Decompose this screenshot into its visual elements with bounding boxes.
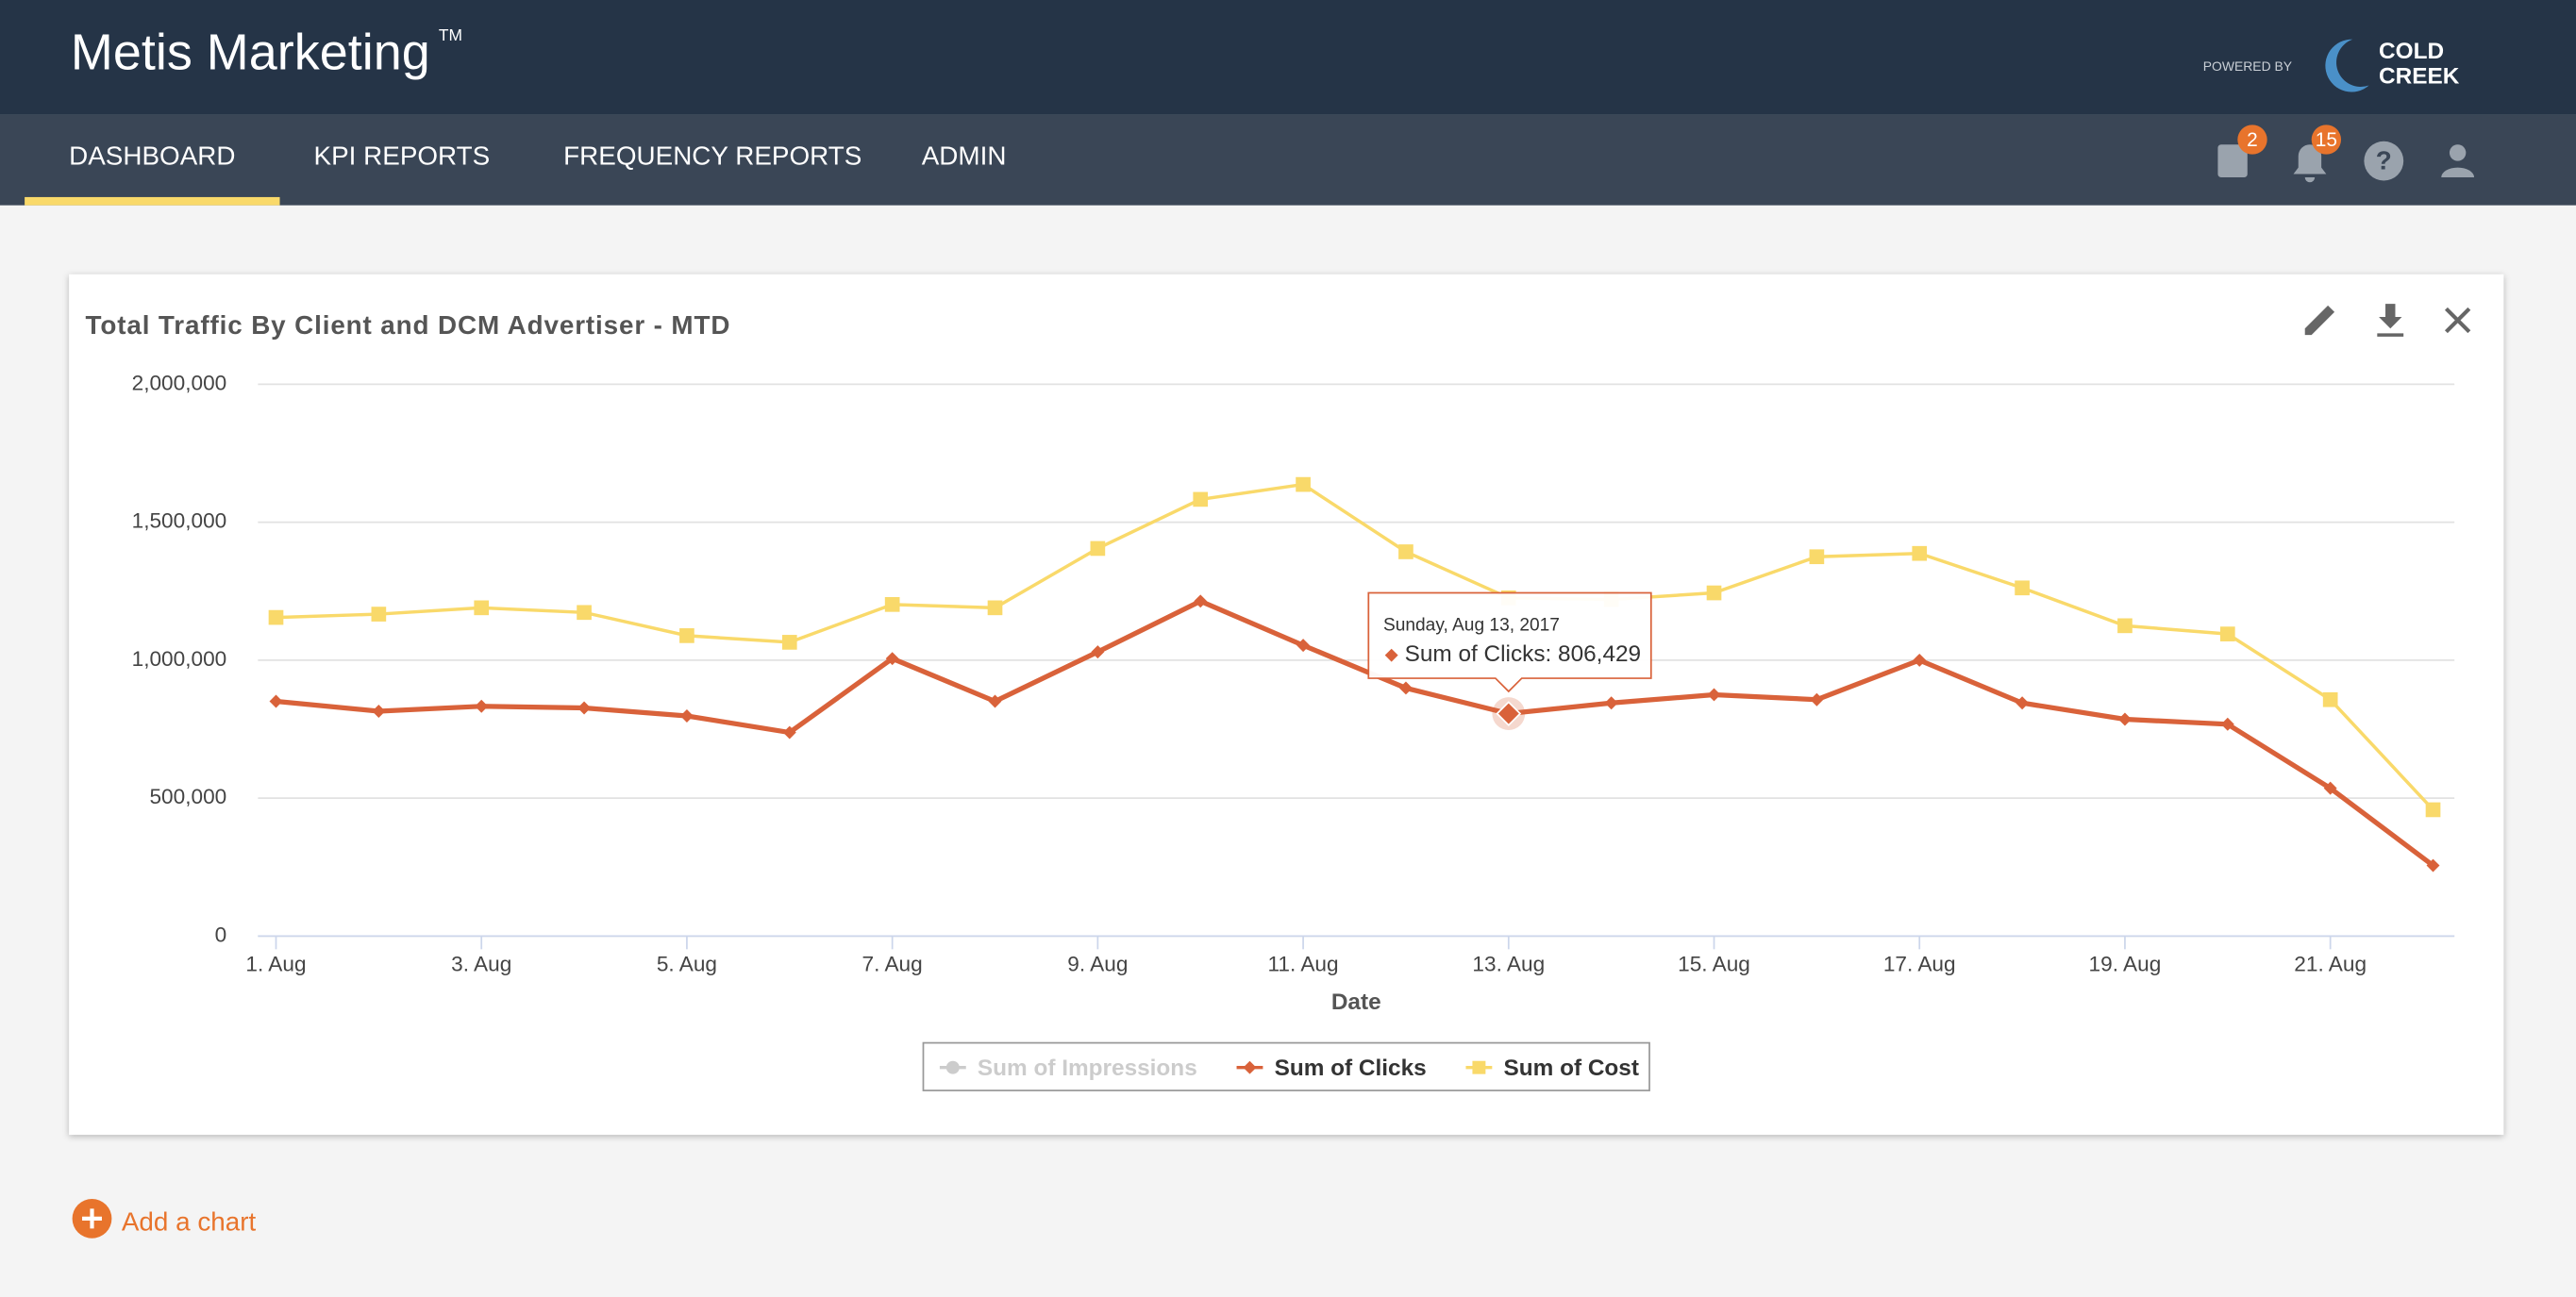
data-point [988, 694, 1002, 708]
x-tick-label: 19. Aug [2089, 953, 2162, 976]
legend-marker [945, 1060, 960, 1074]
data-point [268, 609, 284, 625]
nav-item[interactable]: ADMIN [922, 141, 1007, 171]
data-point [987, 600, 1003, 616]
x-axis-label: Date [1331, 989, 1381, 1015]
download-icon[interactable] [2377, 304, 2404, 337]
partner-logo [2325, 39, 2369, 92]
add-chart[interactable]: Add a chart [122, 1206, 257, 1236]
reports-icon[interactable] [2217, 144, 2248, 178]
badge [2237, 125, 2267, 155]
legend-box [922, 1041, 1650, 1091]
user-icon-body [2441, 167, 2475, 178]
nav-bar [0, 114, 2576, 206]
edit-icon[interactable] [2304, 305, 2335, 336]
data-point [2015, 580, 2030, 596]
data-point [2117, 618, 2133, 634]
data-point [474, 600, 490, 616]
x-tick-label: 5. Aug [657, 953, 717, 976]
y-tick-label: 1,500,000 [132, 509, 227, 533]
data-point [2219, 626, 2235, 641]
x-tick-label: 3. Aug [451, 953, 511, 976]
x-tick-label: 1. Aug [245, 953, 306, 976]
data-point [2322, 691, 2338, 707]
x-tick-label: 9. Aug [1067, 953, 1128, 976]
legend-item[interactable]: Sum of Clicks [1275, 1056, 1427, 1081]
nav-item[interactable]: KPI REPORTS [314, 141, 491, 171]
y-tick-label: 500,000 [149, 785, 226, 808]
tooltip-box [1367, 591, 1652, 693]
data-point [269, 694, 283, 708]
nav-active-indicator [25, 196, 280, 206]
x-tick-label: 21. Aug [2294, 953, 2367, 976]
x-tick-label: 7. Aug [862, 953, 923, 976]
add-glyph [82, 1208, 102, 1229]
data-point [1810, 692, 1824, 707]
data-point [1706, 585, 1722, 601]
x-tick-label: 17. Aug [1883, 953, 1956, 976]
y-tick-label: 2,000,000 [132, 371, 227, 394]
data-point [884, 596, 900, 612]
nav-icons: 2 15 ? [2217, 125, 2475, 183]
legend-marker [1472, 1060, 1486, 1074]
data-point [577, 605, 592, 621]
data-point [1398, 544, 1413, 559]
badge [2311, 125, 2342, 155]
nav: DASHBOARD KPI REPORTS FREQUENCY REPORTS ADM… [25, 141, 1006, 206]
data-point [1193, 491, 1209, 507]
series-line [276, 482, 2434, 811]
data-point [2426, 858, 2440, 873]
data-point [1296, 476, 1311, 492]
badge-count: 15 [2316, 129, 2337, 151]
tooltip: Sunday, Aug 13, 2017 Sum of Clicks: 806,4… [1367, 591, 1652, 693]
y-tick-label: 1,000,000 [132, 647, 227, 671]
nav-item[interactable]: DASHBOARD [69, 141, 235, 171]
tooltip-text: Sum of Clicks: 806,429 [1405, 641, 1641, 667]
nav-item[interactable]: FREQUENCY REPORTS [563, 141, 861, 171]
data-point [1194, 594, 1208, 608]
chart: 0 500,000 1,000,000 1,500,000 2,000,000 1. Au… [132, 371, 2455, 1091]
data-point [1809, 549, 1825, 565]
trademark: TM [439, 25, 462, 44]
data-point [1912, 545, 1928, 561]
y-tick-label: 0 [215, 923, 227, 946]
chart-card [69, 274, 2504, 1136]
data-point [2016, 696, 2030, 710]
powered-by: POWERED BY [2203, 58, 2292, 74]
marker [1384, 648, 1398, 662]
data-point [781, 635, 797, 650]
header-bar [0, 0, 2576, 115]
close-icon[interactable] [2444, 307, 2471, 334]
data-point [1090, 540, 1106, 557]
series-line [276, 598, 2435, 868]
x-tick-label: 11. Aug [1268, 953, 1339, 976]
notification-icon[interactable] [2293, 144, 2327, 183]
help-glyph: ? [2376, 146, 2392, 175]
help-icon[interactable] [2364, 141, 2404, 181]
legend: Sum of Impressions Sum of Clicks Sum of Co… [922, 1041, 1650, 1091]
chart-title: Total Traffic By Client and DCM Advertis… [86, 310, 731, 340]
badge-count: 2 [2247, 129, 2258, 151]
hover-point [1496, 701, 1522, 726]
x-tick-label: 13. Aug [1472, 953, 1545, 976]
tooltip-title: Sunday, Aug 13, 2017 [1383, 615, 1560, 635]
brand: Metis Marketing [71, 24, 430, 80]
partner-name: COLD [2379, 39, 2444, 64]
legend-marker [1243, 1060, 1257, 1074]
data-point [1296, 639, 1311, 653]
legend-item[interactable]: Sum of Impressions [978, 1056, 1197, 1081]
legend-item[interactable]: Sum of Cost [1504, 1056, 1639, 1081]
x-tick-label: 15. Aug [1678, 953, 1750, 976]
partner-name: CREEK [2379, 63, 2460, 89]
data-point [2425, 802, 2441, 818]
data-point [679, 628, 694, 643]
user-icon[interactable] [2449, 144, 2467, 161]
data-point [371, 607, 387, 622]
